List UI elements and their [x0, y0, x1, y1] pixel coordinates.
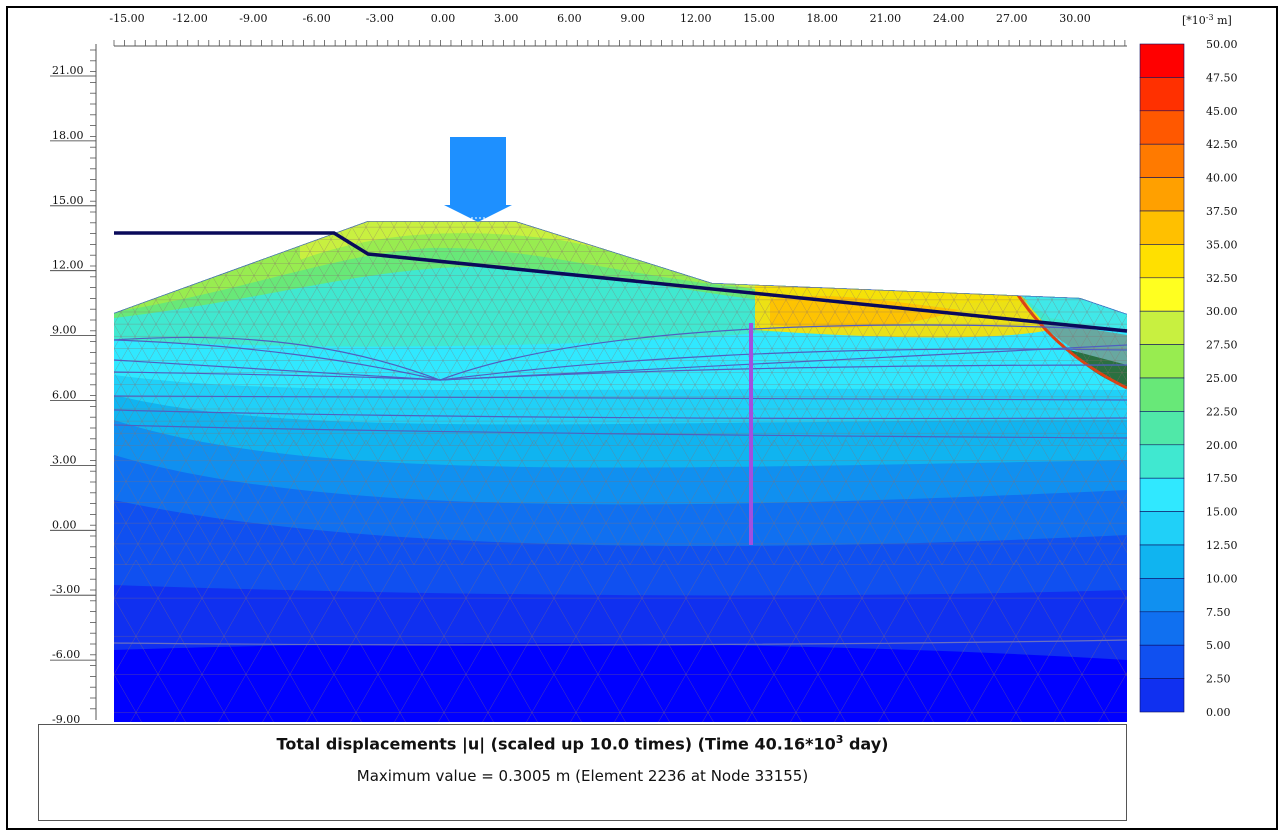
legend-swatch [1139, 511, 1185, 546]
y-tick-label: 21.00 [52, 64, 84, 77]
legend-swatch [1139, 678, 1185, 713]
legend-swatch [1139, 177, 1185, 212]
plot-frame [6, 6, 1278, 830]
legend-value: 50.00 [1206, 38, 1238, 51]
legend-value: 12.50 [1206, 539, 1238, 552]
y-tick-label: -9.00 [52, 713, 80, 726]
x-tick-label: 21.00 [870, 12, 902, 25]
legend-swatch [1139, 244, 1185, 279]
x-axis: -15.00 -12.00 -9.00 -6.00 -3.00 0.00 3.00 6.00 9… [109, 12, 1127, 47]
legend-swatch [1139, 611, 1185, 646]
x-tick-label: -12.00 [173, 12, 208, 25]
caption-title: Total displacements |u| (scaled up 10.0 … [276, 733, 889, 754]
legend-swatch [1139, 411, 1185, 446]
legend-value: 30.00 [1206, 305, 1238, 318]
x-tick-label: -3.00 [366, 12, 394, 25]
legend-swatch [1139, 578, 1185, 613]
legend-value: 15.00 [1206, 506, 1238, 519]
x-tick-label: 3.00 [494, 12, 519, 25]
phreatic-line [114, 231, 1128, 333]
x-tick-label: -9.00 [239, 12, 267, 25]
legend-value: 45.00 [1206, 105, 1238, 118]
legend-swatch [1139, 210, 1185, 245]
legend-value: 2.50 [1206, 673, 1231, 686]
x-tick-label: -15.00 [109, 12, 144, 25]
soil-layer-boundaries [114, 221, 1127, 646]
legend-value: 37.50 [1206, 205, 1238, 218]
legend-swatch [1139, 444, 1185, 479]
legend-value: 25.00 [1206, 372, 1238, 385]
legend-swatch [1139, 310, 1185, 345]
load-arrow-icon [444, 137, 512, 222]
x-tick-label: -6.00 [302, 12, 330, 25]
legend-value: 47.50 [1206, 71, 1238, 84]
contour-bands [114, 221, 1127, 722]
legend-swatch [1139, 377, 1185, 412]
y-tick-label: 15.00 [52, 194, 84, 207]
x-tick-label: 9.00 [620, 12, 645, 25]
y-tick-label: 18.00 [52, 129, 84, 142]
legend-swatch [1139, 544, 1185, 579]
legend-value: 32.50 [1206, 272, 1238, 285]
y-tick-label: 6.00 [52, 389, 77, 402]
x-tick-label: 30.00 [1059, 12, 1091, 25]
caption-max-value: Maximum value = 0.3005 m (Element 2236 a… [356, 767, 809, 786]
legend-swatch [1139, 477, 1185, 512]
color-legend: 50.00 47.50 45.00 42.50 40.00 37.50 35.00 32.50… [1139, 38, 1238, 719]
legend-value: 5.00 [1206, 639, 1231, 652]
y-tick-label: 3.00 [52, 453, 77, 466]
result-caption: Total displacements |u| (scaled up 10.0 … [38, 724, 1127, 821]
legend-value: 10.00 [1206, 572, 1238, 585]
x-tick-label: 15.00 [743, 12, 775, 25]
legend-swatch [1139, 644, 1185, 679]
legend-swatch [1139, 344, 1185, 379]
legend-value: 35.00 [1206, 238, 1238, 251]
legend-value: 17.50 [1206, 472, 1238, 485]
legend-swatch [1139, 43, 1185, 78]
legend-value: 7.50 [1206, 606, 1231, 619]
y-tick-label: -3.00 [52, 583, 80, 596]
y-tick-label: 12.00 [52, 259, 84, 272]
legend-value: 0.00 [1206, 706, 1231, 719]
legend-unit: [*10-3 m] [1182, 13, 1232, 28]
legend-value: 22.50 [1206, 405, 1238, 418]
legend-swatch [1139, 143, 1185, 178]
legend-value: 20.00 [1206, 439, 1238, 452]
legend-swatch [1139, 77, 1185, 112]
legend-value: 40.00 [1206, 172, 1238, 185]
legend-value: 42.50 [1206, 138, 1238, 151]
y-tick-label: 9.00 [52, 324, 77, 337]
x-tick-label: 6.00 [557, 12, 582, 25]
x-tick-label: 24.00 [933, 12, 965, 25]
y-tick-label: 0.00 [52, 518, 77, 531]
legend-swatch [1139, 110, 1185, 145]
x-tick-label: 12.00 [680, 12, 712, 25]
legend-swatch [1139, 277, 1185, 312]
x-tick-label: 0.00 [431, 12, 456, 25]
y-tick-label: -6.00 [52, 648, 80, 661]
x-tick-label: 18.00 [806, 12, 838, 25]
x-tick-label: 27.00 [996, 12, 1028, 25]
legend-value: 27.50 [1206, 339, 1238, 352]
y-axis: 21.00 18.00 15.00 12.00 9.00 6.00 3.00 0.00 -3.0… [50, 44, 97, 726]
